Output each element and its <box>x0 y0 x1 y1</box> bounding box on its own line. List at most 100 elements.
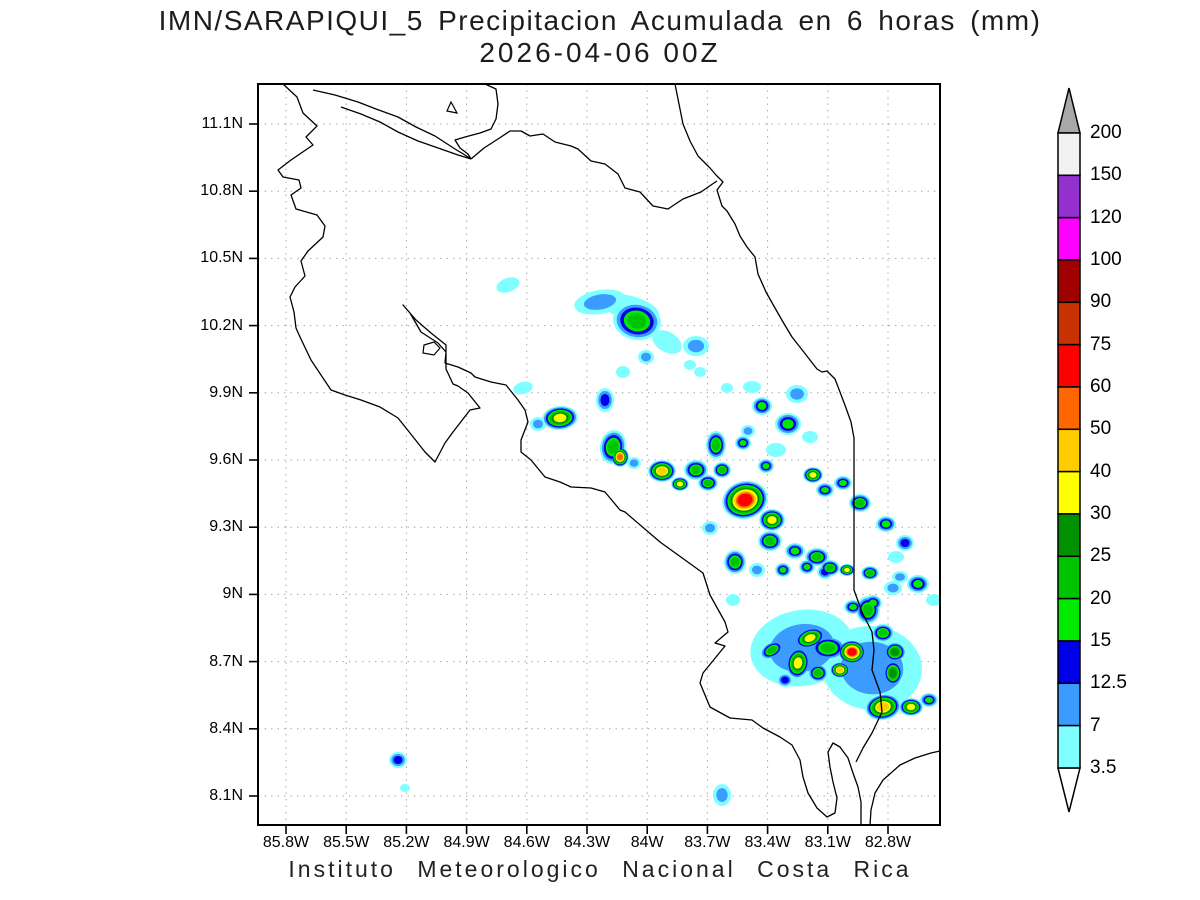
precip-blob-level-5 <box>878 629 888 637</box>
precip-blob-level-5 <box>863 604 873 616</box>
precip-blob-level-5 <box>767 646 777 654</box>
lat-tick-label: 10.2N <box>200 316 243 334</box>
precip-blob-level-5 <box>814 669 822 677</box>
colorbar-arrow-below-3p5 <box>1057 767 1081 813</box>
chart-subtitle: 2026-04-06 00Z <box>479 37 721 68</box>
precip-blob-level-5 <box>866 570 874 576</box>
precip-blob-level-4 <box>739 439 747 447</box>
lake-nicaragua-sw-shore <box>312 89 472 160</box>
precip-blob-level-4 <box>913 580 923 588</box>
precip-blob-level-3 <box>393 756 403 764</box>
precip-blob-level-2 <box>687 339 705 353</box>
colorbar-tick-label: 25 <box>1090 545 1112 567</box>
coastline-caribbean-and-panama-border <box>674 84 883 763</box>
lat-tick-label: 9N <box>222 585 243 603</box>
precip-blob-level-8 <box>836 667 844 673</box>
precip-blob-level-2 <box>629 459 639 467</box>
precip-blob-level-4 <box>849 603 857 611</box>
precip-blob-level-3 <box>781 676 789 684</box>
lon-tick-label: 82.8W <box>864 834 912 851</box>
precip-blob-level-7 <box>553 413 567 423</box>
colorbar-tick-label: 120 <box>1090 206 1122 228</box>
precip-blob-level-5 <box>691 466 701 474</box>
precip-blob-level-2 <box>895 573 905 581</box>
chart-title: IMN/SARAPIQUI_5 Precipitacion Acumulada … <box>158 5 1042 36</box>
precip-blob-level-5 <box>607 440 619 454</box>
precip-blob-level-1 <box>684 360 696 370</box>
colorbar-segment <box>1057 343 1081 388</box>
colorbar-segment <box>1057 132 1081 177</box>
map-content <box>258 84 940 825</box>
precip-blob-level-4 <box>821 486 829 494</box>
colorbar-tick-label: 20 <box>1090 587 1112 609</box>
precip-blob-level-5 <box>718 466 726 474</box>
colorbar-tick-label: 30 <box>1090 503 1112 524</box>
precip-blob-level-5 <box>765 537 775 545</box>
precip-blob-level-2 <box>533 419 543 429</box>
colorbar-tick-label: 3.5 <box>1090 756 1117 778</box>
precip-blob-level-1 <box>496 277 520 293</box>
lon-tick-label: 84.3W <box>563 834 611 851</box>
lon-tick-label: 85.2W <box>383 834 430 851</box>
colorbar-segment <box>1057 597 1081 642</box>
lon-tick-label: 83.4W <box>744 834 791 851</box>
colorbar-tick-label: 90 <box>1090 291 1112 313</box>
precip-blob-level-2 <box>705 523 715 533</box>
lat-tick-label: 11.1N <box>201 115 243 132</box>
lon-tick-label: 85.8W <box>262 834 310 851</box>
precip-blob-level-2 <box>752 565 762 575</box>
lon-tick-label: 84W <box>630 834 664 851</box>
lon-tick-label: 85.5W <box>323 834 370 851</box>
lat-tick-label: 8.4N <box>209 719 243 737</box>
coastline-pacific-nicoya-osa <box>277 84 862 825</box>
lat-tick-label: 9.6N <box>209 451 243 468</box>
colorbar-tick-label: 50 <box>1090 418 1112 440</box>
lat-tick-label: 10.5N <box>200 249 243 267</box>
colorbar-tick-label: 200 <box>1090 122 1122 143</box>
precip-blob-level-5 <box>704 479 712 487</box>
map-frame <box>257 83 941 826</box>
coastline-burica-panama <box>869 750 940 825</box>
precip-blob-level-5 <box>712 439 720 451</box>
precip-blob-level-7 <box>767 516 777 524</box>
precip-blob-level-1 <box>400 784 410 792</box>
precip-blob-level-1 <box>513 381 533 395</box>
precip-blob-level-3 <box>600 394 610 406</box>
precip-blob-level-4 <box>790 547 800 555</box>
precip-blob-level-1 <box>926 594 940 606</box>
precip-blob-level-5 <box>812 553 822 561</box>
precip-blob-level-2 <box>583 294 617 310</box>
lat-tick-label: 9.3N <box>209 518 243 536</box>
lat-tick-label: 8.7N <box>209 652 243 670</box>
precip-blob-level-4 <box>869 599 877 607</box>
lat-tick-label: 8.1N <box>209 787 243 804</box>
precip-blob-level-2 <box>743 427 753 435</box>
precip-blob-level-4 <box>762 462 770 470</box>
colorbar-segment <box>1057 682 1081 727</box>
precip-blob-level-10 <box>847 648 857 656</box>
lon-tick-label: 83.7W <box>684 834 731 851</box>
colorbar-tick-label: 40 <box>1090 460 1112 482</box>
colorbar-segment <box>1057 216 1081 261</box>
precip-blob-level-4 <box>782 419 794 429</box>
colorbar-segment <box>1057 301 1081 346</box>
precip-blob-level-6 <box>890 648 900 656</box>
colorbar-segment <box>1057 724 1081 769</box>
precip-blob-level-8 <box>876 702 890 712</box>
precip-blob-level-5 <box>820 643 836 653</box>
chira-island <box>422 341 441 356</box>
colorbar-segment <box>1057 513 1081 558</box>
precip-blob-level-4 <box>881 520 891 528</box>
colorbar-segment <box>1057 386 1081 431</box>
san-juan-river-border <box>470 130 718 210</box>
precip-blob-level-6 <box>889 668 897 678</box>
lake-island <box>446 100 459 114</box>
colorbar-segment <box>1057 555 1081 600</box>
precip-blob-level-7 <box>676 481 684 487</box>
precip-blob-level-2 <box>641 352 651 362</box>
colorbar-tick-label: 7 <box>1090 714 1101 736</box>
precip-blob-level-1 <box>766 443 786 457</box>
lake-nicaragua-s-shore <box>340 106 472 160</box>
colorbar-tick-label: 60 <box>1090 376 1112 397</box>
